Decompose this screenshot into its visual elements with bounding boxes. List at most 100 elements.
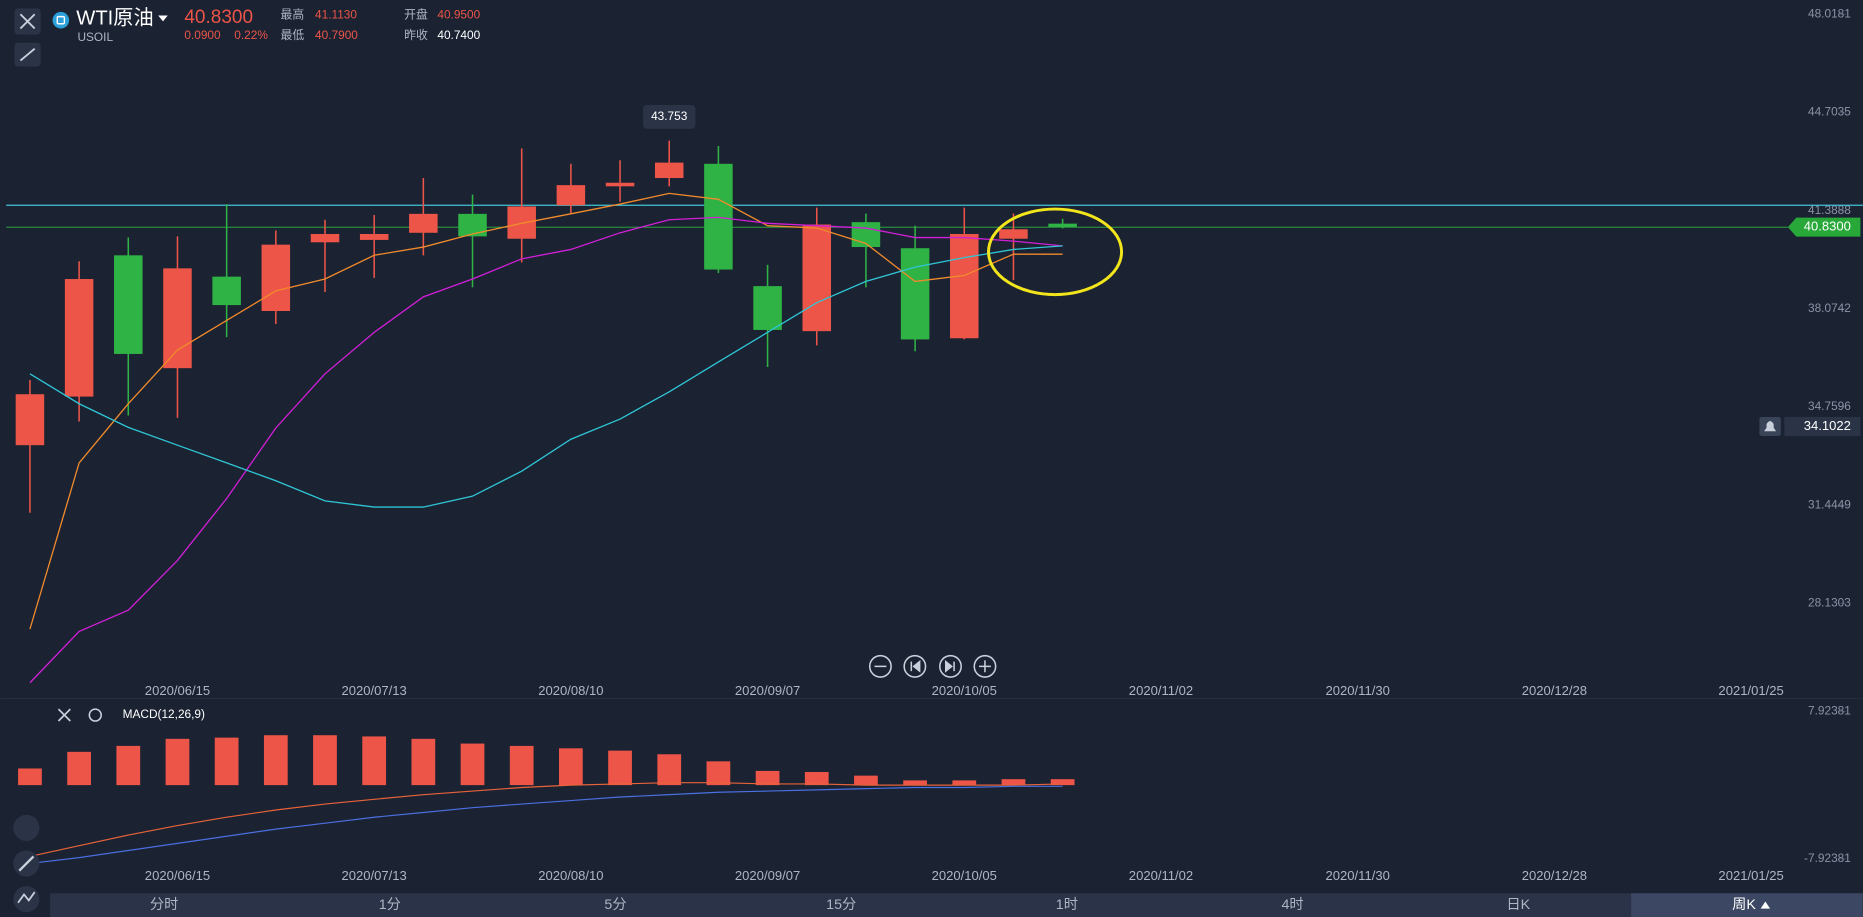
macd-bar [608,750,632,786]
x-tick-label: 2020/07/13 [342,683,407,698]
macd-bar [1050,779,1075,786]
pencil-icon [18,855,35,872]
stat-label: 最高 [281,8,305,22]
timeframe-selected [1631,893,1863,917]
timeframe-tab[interactable]: 分时 [150,896,179,913]
candle-body [1048,223,1077,228]
zoom-in-icon [979,660,991,673]
macd-bar [1001,779,1026,786]
candle-body [114,255,143,354]
macd-bar [755,770,780,786]
alert-bell-icon [1764,421,1777,432]
candle-body [163,268,192,369]
timeframe-tab[interactable]: 1时 [1056,896,1078,913]
macd-bar [854,775,878,786]
high-tooltip-box [643,104,696,129]
scroll-start-button[interactable] [903,654,927,678]
timeframe-bar [50,893,1863,917]
timeframe-tab[interactable]: 4时 [1282,896,1304,913]
x-tick-label: 2020/09/07 [735,868,800,883]
candle-body [261,244,291,312]
annotation-ellipse [987,207,1124,297]
candle-body [605,182,635,187]
x-tick-label: 2020/07/13 [342,868,407,883]
macd-bar [706,761,731,786]
candle-body [409,213,438,233]
x-tick-label: 2020/12/28 [1522,868,1587,883]
x-tick-label: 2020/11/30 [1326,868,1390,883]
timeframe-tab[interactable]: 15分 [826,896,856,913]
x-tick-label: 2020/08/10 [538,683,603,698]
chart-type-icon [17,891,36,904]
y-tick-label: 7.92381 [1808,704,1851,718]
stat-value: 40.7900 [315,28,358,42]
y-tick-label: 34.7596 [1808,399,1851,413]
x-tick-label: 2021/01/25 [1718,683,1783,698]
macd-bar [460,743,485,786]
symbol-name[interactable]: WTI原油 [76,6,153,29]
macd-dif-line [29,782,1063,858]
indicator-button[interactable] [13,814,40,841]
macd-title: MACD(12,26,9) [123,707,205,721]
macd-bar [657,754,682,786]
symbol-dropdown[interactable] [158,15,168,22]
symbol-icon-glyph [56,15,66,25]
x-tick-label: 2020/09/07 [735,683,800,698]
y-tick-label: -7.92381 [1804,851,1851,865]
last-price-badge [1787,217,1861,237]
x-tick-label: 2020/11/02 [1129,683,1193,698]
y-tick-label: 41.3888 [1808,203,1851,217]
marks-layer [15,140,1077,865]
zoom-out-button[interactable] [868,654,892,678]
timeframe-tab[interactable]: 日K [1506,897,1530,913]
timeframe-tab[interactable]: 1分 [379,896,401,913]
candle-body [802,224,832,332]
y-tick-label: 31.4449 [1808,497,1851,511]
candle-body [359,233,389,240]
last-price-label: 40.8300 [1804,219,1851,234]
x-tick-label: 2020/12/28 [1522,683,1587,698]
draw-tool-icon [19,47,36,62]
candle-body [310,233,340,243]
y-tick-label: 44.7035 [1808,105,1851,119]
candle-body [212,276,241,306]
y-tick-label: 48.0181 [1808,6,1851,20]
moving-average-line [29,245,1063,508]
macd-close[interactable] [57,708,71,722]
x-tick-label: 2020/10/05 [932,868,997,883]
candle-body [458,213,487,237]
scroll-end-button[interactable] [939,654,962,678]
macd-bar [362,736,387,786]
candle-body [753,286,782,330]
stat-label: 开盘 [404,8,428,22]
macd-bar [509,745,534,786]
stat-value: 41.1130 [315,8,357,22]
zoom-in-button[interactable] [973,654,997,678]
moving-average-line [29,216,1063,684]
close-icon [19,13,36,30]
x-tick-label: 2020/11/02 [1129,868,1193,883]
y-tick-label: 28.1303 [1808,595,1851,609]
candle-body [654,162,684,179]
macd-bar [18,768,42,786]
macd-bar [214,737,239,786]
macd-settings[interactable] [88,708,102,722]
macd-bar [116,745,141,786]
macd-bar [411,738,436,786]
timeframe-tab[interactable]: 5分 [604,896,626,913]
price: 40.8300 [184,7,253,28]
y-tick-label: 38.0742 [1808,301,1851,315]
chart-type-button[interactable] [13,886,40,913]
candle-body [64,279,94,397]
symbol-icon [52,11,70,29]
candle-body [507,206,536,239]
x-tick-label: 2020/06/15 [145,683,210,698]
timeframe-tab[interactable]: 周K [1732,897,1756,913]
alert-price-label: 34.1022 [1804,418,1851,433]
macd-dea-line [29,785,1063,865]
macd-bar [313,735,337,786]
stat-value: 40.9500 [437,8,480,22]
macd-bar [67,751,91,786]
